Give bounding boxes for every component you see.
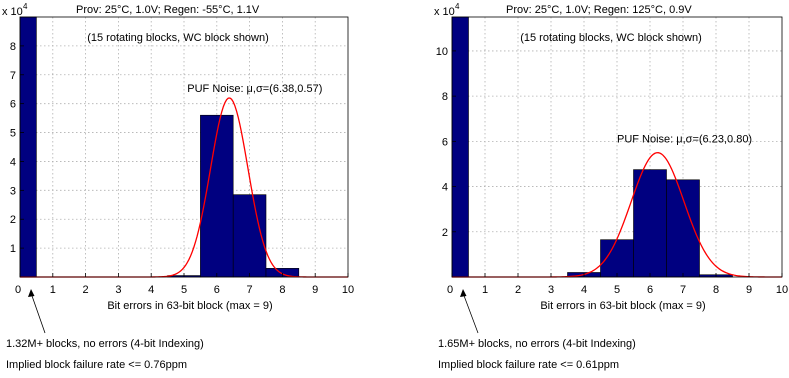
x-tick-label: 8	[713, 284, 719, 296]
annotation-arrow-line	[30, 292, 46, 334]
chart-title: Prov: 25°C, 1.0V; Regen: 125°C, 0.9V	[506, 4, 692, 16]
y-tick-label: 4	[10, 156, 16, 168]
x-axis-label: Bit errors in 63-bit block (max = 9)	[107, 300, 272, 312]
annotation-left: 1.32M+ blocks, no errors (4-bit Indexing…	[6, 338, 204, 372]
x-tick-label: 5	[614, 284, 620, 296]
y-tick-label: 2	[10, 214, 16, 226]
x-tick-label: 6	[647, 284, 653, 296]
x-tick-label: 9	[746, 284, 752, 296]
y-exponent-label: x 10	[434, 6, 455, 18]
y-tick-label: 4	[442, 182, 448, 194]
x-tick-label: 6	[214, 284, 220, 296]
y-tick-label: 10	[436, 46, 448, 58]
x-tick-label: 5	[181, 284, 187, 296]
y-tick-label: 8	[10, 41, 16, 53]
x-tick-label: 7	[680, 284, 686, 296]
chart-subtitle: (15 rotating blocks, WC block shown)	[520, 32, 702, 44]
annotation-arrowhead	[460, 289, 467, 297]
annotation-arrow-line	[462, 292, 479, 334]
fit-label: PUF Noise: μ,σ=(6.38,0.57)	[187, 83, 322, 95]
x-tick-label: 7	[247, 284, 253, 296]
x-tick-label: 4	[148, 284, 154, 296]
x-tick-label: 8	[279, 284, 285, 296]
fit-label: PUF Noise: μ,σ=(6.23,0.80)	[617, 133, 752, 145]
x-tick-label: 10	[776, 284, 788, 296]
y-exponent-label: x 10	[2, 6, 23, 18]
histogram-bar	[451, 16, 469, 278]
x-tick-label: 10	[342, 284, 354, 296]
annotation-left-line1: 1.32M+ blocks, no errors (4-bit Indexing…	[6, 338, 204, 350]
y-tick-label: 6	[10, 99, 16, 111]
annotation-right-line2: Implied block failure rate <= 0.61ppm	[438, 359, 619, 371]
x-tick-label: 2	[83, 284, 89, 296]
chart-subtitle: (15 rotating blocks, WC block shown)	[87, 32, 269, 44]
histogram-bar	[633, 169, 667, 278]
x-tick-label: 0	[447, 284, 453, 296]
y-tick-label: 8	[442, 91, 448, 103]
x-tick-label: 1	[50, 284, 56, 296]
y-exponent-power: 4	[23, 2, 28, 11]
x-tick-label: 0	[15, 284, 21, 296]
y-exponent-power: 4	[455, 2, 460, 11]
x-axis-label: Bit errors in 63-bit block (max = 9)	[540, 300, 705, 312]
histogram-bar	[666, 179, 700, 278]
histogram-bar	[232, 194, 267, 278]
chart-title: Prov: 25°C, 1.0V; Regen: -55°C, 1.1V	[76, 4, 260, 16]
y-tick-label: 7	[10, 70, 16, 82]
y-tick-label: 1	[10, 243, 16, 255]
annotation-right: 1.65M+ blocks, no errors (4-bit Indexing…	[438, 338, 636, 372]
x-tick-label: 9	[312, 284, 318, 296]
annotation-right-line1: 1.65M+ blocks, no errors (4-bit Indexing…	[438, 338, 636, 350]
x-tick-label: 3	[115, 284, 121, 296]
y-tick-label: 6	[442, 136, 448, 148]
histogram-bar	[19, 16, 37, 278]
y-tick-label: 3	[10, 185, 16, 197]
y-tick-label: 5	[10, 128, 16, 140]
annotation-left-line2: Implied block failure rate <= 0.76ppm	[6, 359, 187, 371]
y-tick-label: 2	[442, 227, 448, 239]
x-tick-label: 4	[581, 284, 587, 296]
x-tick-label: 1	[482, 284, 488, 296]
x-tick-label: 3	[548, 284, 554, 296]
annotation-arrowhead	[28, 289, 35, 297]
x-tick-label: 2	[515, 284, 521, 296]
